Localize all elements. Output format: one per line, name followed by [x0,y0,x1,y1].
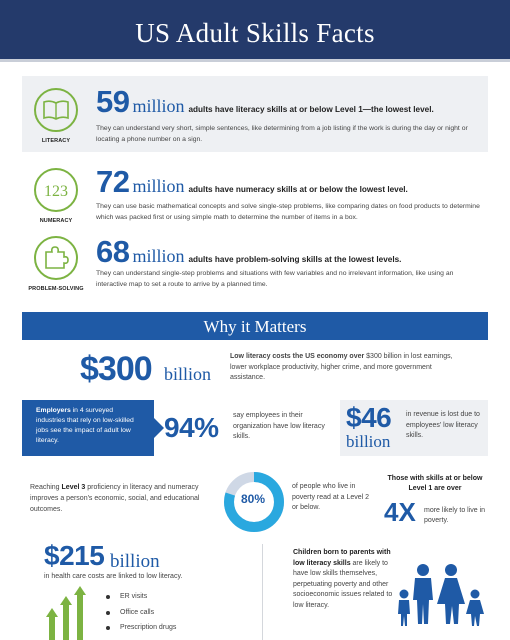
title-banner: US Adult Skills Facts [0,0,510,62]
numeracy-number: 72 [96,164,130,199]
health-cost-amount: $215 [44,540,105,571]
problem-solving-label: PROBLEM-SOLVING [28,286,84,292]
fact-literacy: LITERACY 59 million adults have literacy s… [22,76,488,152]
economy-cost-block: $300 billion Low literacy costs the US e… [80,350,453,394]
poverty-donut-arc [224,472,284,532]
family-icon [398,564,484,626]
economy-cost-unit: billion [164,364,212,384]
problem-solving-headline: 68 million adults have problem-solving ski… [96,234,401,270]
revenue-loss-unit: billion [346,432,391,451]
literacy-headline-text: adults have literacy skills at or below … [188,105,434,114]
literacy-unit: million [132,96,185,116]
employers-lead: Employers [36,407,71,414]
section-divider [262,544,263,640]
fact-numeracy: 123 NUMERACY 72 million adults have numera… [22,160,488,230]
svg-text:123: 123 [44,183,68,200]
health-cost-text: in health care costs are linked to low l… [44,573,183,580]
literacy-description: They can understand very short, simple s… [96,125,468,143]
numeracy-description: They can use basic mathematical concepts… [96,203,480,221]
children-text: Children born to parents with low litera… [293,548,397,611]
numeracy-headline: 72 million adults have numeracy skills at … [96,164,408,200]
health-cost-unit: billion [110,551,160,572]
level1-text: more likely to live in poverty. [424,507,486,524]
problem-solving-headline-text: adults have problem-solving skills at th… [188,255,402,264]
literacy-headline: 59 million adults have literacy skills at … [96,84,434,120]
level3-post: proficiency in literacy and numeracy imp… [30,484,200,513]
level3-bold: Level 3 [61,484,86,491]
why-it-matters-title: Why it Matters [203,317,307,336]
economy-cost-text: Low literacy costs the US economy over $… [230,352,460,384]
employers-row: Employers in 4 surveyed industries that … [22,400,488,456]
why-it-matters-banner: Why it Matters [22,312,488,340]
problem-solving-unit: million [132,246,185,266]
economy-cost-body: $300 billion in lost earnings, lower wor… [230,353,453,381]
employers-percent: 94% [164,412,219,443]
literacy-number: 59 [96,84,130,119]
numeracy-headline-text: adults have numeracy skills at or below … [188,185,408,194]
list-item: ER visits [106,589,176,605]
puzzle-piece-icon [34,236,78,280]
numeracy-unit: million [132,176,185,196]
rising-arrows-icon [46,586,86,640]
employers-text: in 4 surveyed industries that rely on lo… [36,407,134,444]
employers-arrow [154,418,164,438]
revenue-loss-text: in revenue is lost due to employees' low… [406,411,480,439]
revenue-loss-amount: $46 [346,402,392,433]
level1-headline: Those with skills at or below Level 1 ar… [387,475,483,492]
list-item: Office calls [106,605,176,621]
economy-cost-amount: $300 [80,350,153,388]
poverty-percent: 80% [240,492,266,506]
poverty-text: of people who live in poverty read at a … [292,483,370,511]
health-cost-list: ER visits Office calls Prescription drug… [106,589,176,636]
literacy-label: LITERACY [41,138,71,144]
revenue-loss-panel: $46 billion in revenue is lost due to em… [340,400,488,456]
employers-box: Employers in 4 surveyed industries that … [22,400,164,456]
page-title: US Adult Skills Facts [135,18,375,48]
numeracy-label: NUMERACY [39,218,73,224]
problem-solving-number: 68 [96,234,130,269]
problem-solving-icon-col: PROBLEM-SOLVING [22,234,90,292]
numbers-123-icon: 123 [34,168,78,212]
children-body: are likely to have low skills themselves… [293,559,393,609]
problem-solving-description: They can understand single-step problems… [96,270,454,288]
literacy-icon-col: LITERACY [22,86,90,144]
economy-cost-lead: Low literacy costs the US economy over [230,353,365,360]
list-item: Prescription drugs [106,620,176,636]
level3-text: Reaching Level 3 proficiency in literacy… [30,482,210,515]
poverty-donut-chart [224,472,284,532]
level3-pre: Reaching [30,484,62,491]
numeracy-icon-col: 123 NUMERACY [22,166,90,224]
children-lead: Children born to parents with low litera… [293,549,391,567]
fact-problem-solving: PROBLEM-SOLVING 68 million adults have pro… [22,232,488,298]
employers-percent-text: say employees in their organization have… [233,412,325,440]
level1-multiplier: 4X [384,497,416,527]
book-icon [34,88,78,132]
